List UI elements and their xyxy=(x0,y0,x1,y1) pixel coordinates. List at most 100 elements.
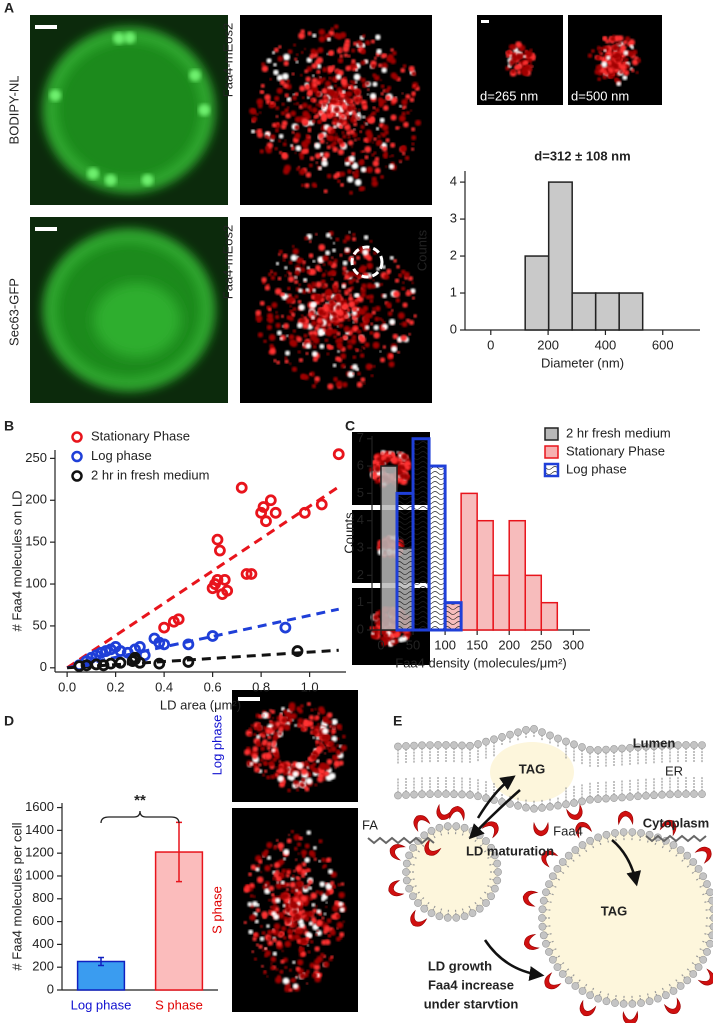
speckle xyxy=(295,53,299,56)
lipid-head xyxy=(690,790,698,798)
lipid-head xyxy=(619,999,628,1008)
speckle xyxy=(304,69,309,74)
speckle xyxy=(396,264,400,269)
speckle xyxy=(312,33,317,38)
speckle xyxy=(319,343,325,350)
speckle xyxy=(308,921,314,926)
speckle xyxy=(382,124,389,131)
speckle xyxy=(269,269,273,273)
speckle xyxy=(510,69,516,74)
speckle xyxy=(300,768,308,775)
speckle xyxy=(375,140,382,147)
speckle xyxy=(366,262,374,270)
speckle xyxy=(343,325,350,333)
lipid-head xyxy=(698,790,706,799)
legend-label: Log phase xyxy=(91,448,152,463)
speckle xyxy=(284,965,288,970)
speckle xyxy=(388,155,392,158)
speckle xyxy=(249,914,256,921)
speckle xyxy=(365,363,373,371)
speckle xyxy=(255,867,260,872)
speckle xyxy=(397,350,401,354)
speckle xyxy=(380,92,384,96)
speckle xyxy=(261,964,264,968)
lipid-head xyxy=(542,888,550,897)
speckle xyxy=(360,60,366,66)
speckle xyxy=(262,970,267,975)
speckle xyxy=(292,983,299,990)
speckle xyxy=(337,883,341,887)
speckle xyxy=(275,261,280,266)
speckle xyxy=(268,760,275,767)
speckle xyxy=(257,319,261,323)
speckle xyxy=(273,923,281,930)
speckle xyxy=(362,115,366,119)
lipid-head xyxy=(490,851,499,860)
speckle xyxy=(290,765,295,769)
speckle xyxy=(366,93,369,96)
lipid-head xyxy=(709,922,713,931)
lipid-head xyxy=(414,899,422,907)
speckle xyxy=(268,750,272,754)
hist-bar xyxy=(618,292,644,331)
speckle xyxy=(361,104,368,111)
speckle xyxy=(314,946,320,952)
speckle xyxy=(308,240,312,243)
speckle xyxy=(278,726,284,733)
speckle xyxy=(356,307,360,311)
speckle xyxy=(292,908,299,915)
faa4-protein xyxy=(424,838,442,856)
speckle xyxy=(406,110,410,115)
x-tick-label: 0.8 xyxy=(252,679,270,694)
speckle xyxy=(318,741,322,744)
speckle xyxy=(259,758,264,762)
speckle xyxy=(388,305,392,309)
speckle xyxy=(360,377,366,383)
speckle xyxy=(369,116,376,123)
x-tick-label: 600 xyxy=(652,337,674,352)
lipid-head xyxy=(634,743,642,752)
speckle xyxy=(279,873,284,877)
point xyxy=(104,657,117,670)
speckle xyxy=(325,134,329,137)
speckle xyxy=(279,337,283,341)
speckle xyxy=(287,712,291,716)
speckle xyxy=(379,460,385,467)
speckle xyxy=(597,45,601,50)
speckle xyxy=(359,130,362,134)
lipid-head xyxy=(498,733,506,741)
speckle xyxy=(261,949,265,952)
speckle xyxy=(347,287,352,293)
fatty-acid xyxy=(367,836,435,845)
point xyxy=(218,573,231,586)
speckle xyxy=(387,311,393,317)
speckle xyxy=(293,896,299,903)
speckle xyxy=(295,145,302,152)
lipid-head xyxy=(564,976,573,985)
lipid-head xyxy=(402,742,410,750)
speckle xyxy=(315,103,319,107)
lipid-head xyxy=(610,745,618,753)
lipid-head xyxy=(482,899,490,907)
speckle xyxy=(301,854,306,859)
speckle xyxy=(268,898,271,902)
speckle xyxy=(290,146,295,151)
diagram-label: under starvtion xyxy=(424,996,519,1011)
speckle xyxy=(375,34,381,41)
speckle xyxy=(266,58,272,64)
speckle xyxy=(300,873,306,878)
speckle xyxy=(258,714,263,719)
speckle xyxy=(381,132,387,138)
speckle xyxy=(397,312,405,320)
speckle xyxy=(310,98,314,102)
speckle xyxy=(354,175,359,179)
speckle xyxy=(320,112,328,120)
speckle xyxy=(275,897,281,904)
speckle xyxy=(323,189,328,194)
lipid-head xyxy=(586,795,594,804)
speckle xyxy=(337,148,345,156)
lipid-head xyxy=(571,846,580,854)
speckle xyxy=(281,73,289,80)
speckle xyxy=(374,621,378,625)
speckle xyxy=(338,901,344,907)
